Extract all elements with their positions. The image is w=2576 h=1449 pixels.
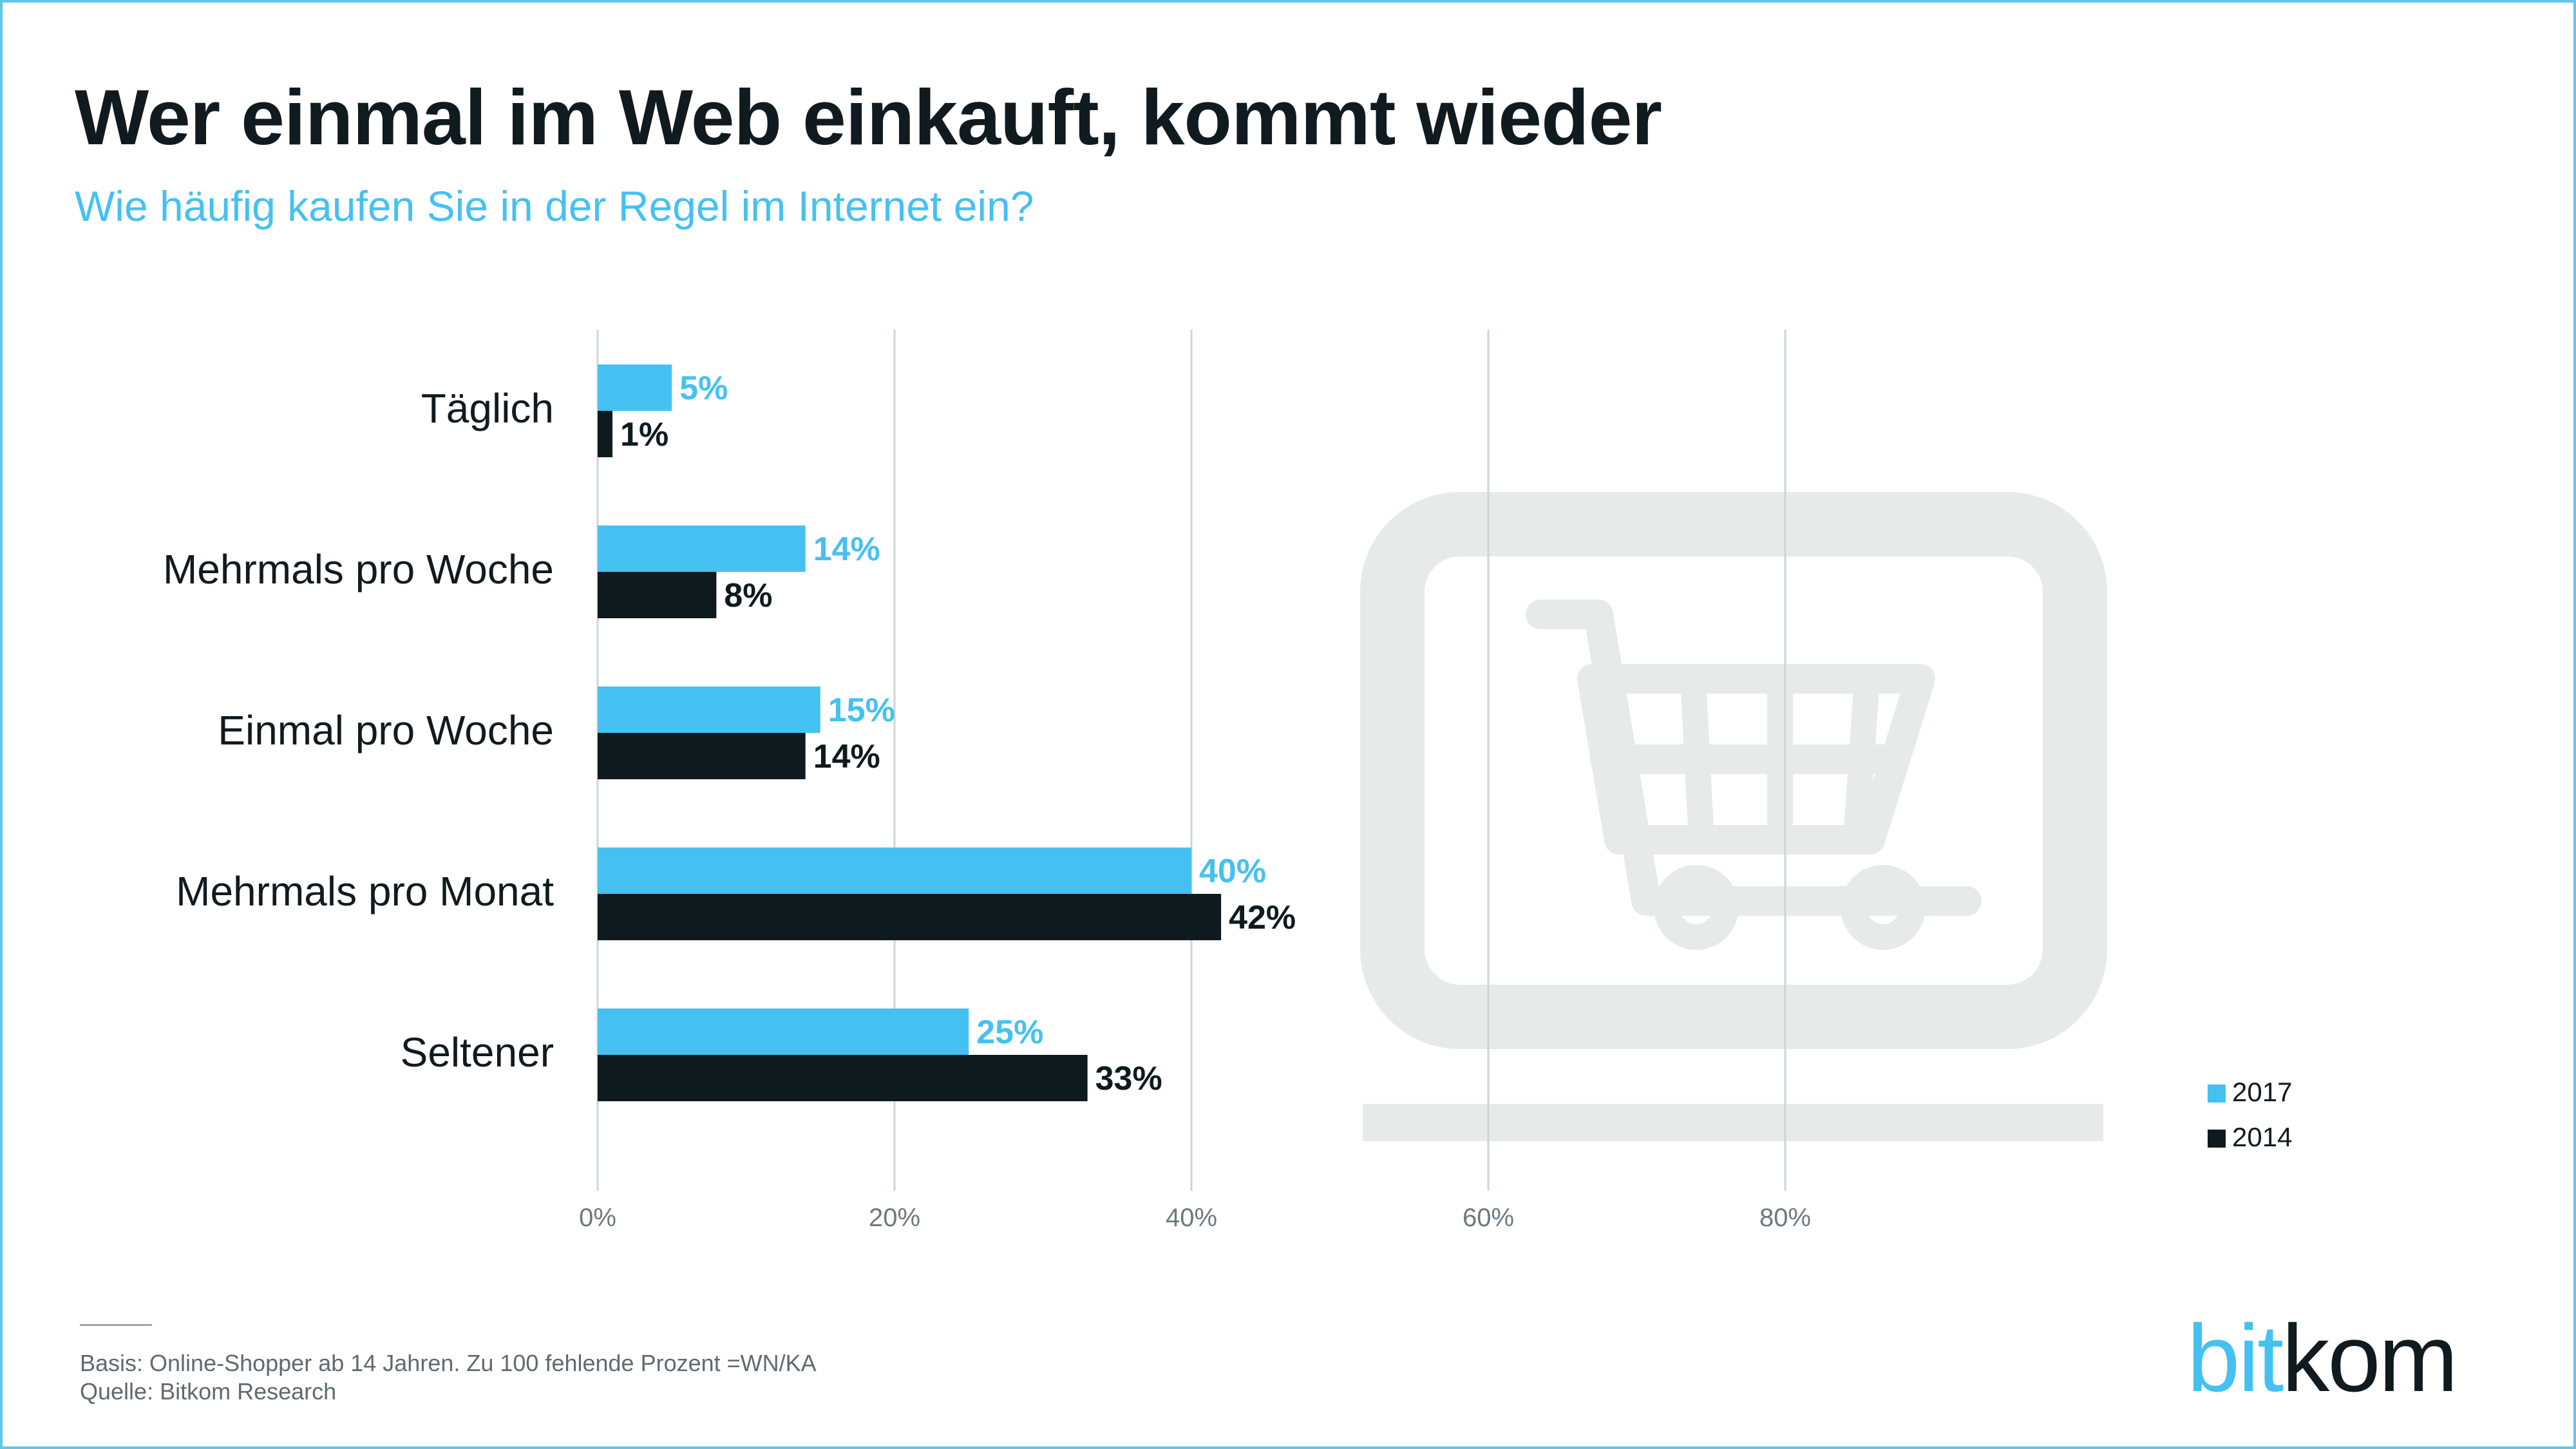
x-tick-label: 0%	[579, 1204, 616, 1232]
data-label-2014: 8%	[724, 577, 772, 614]
logo-part-kom: kom	[2282, 1305, 2458, 1412]
bar-2017	[598, 848, 1191, 894]
legend-label: 2017	[2232, 1077, 2292, 1107]
bar-2017	[598, 687, 820, 733]
data-label-2017: 15%	[828, 692, 895, 729]
x-tick-label: 40%	[1166, 1204, 1217, 1232]
legend-swatch	[2208, 1130, 2226, 1148]
bar-2017	[598, 365, 672, 411]
data-label-2014: 1%	[620, 416, 668, 453]
x-tick-label: 80%	[1759, 1204, 1811, 1232]
bar-2014	[598, 411, 613, 457]
footnote-basis: Basis: Online-Shopper ab 14 Jahren. Zu 1…	[80, 1350, 817, 1376]
x-tick-label: 20%	[869, 1204, 920, 1232]
data-label-2017: 14%	[813, 531, 880, 568]
bar-2014	[598, 894, 1222, 940]
data-label-2017: 25%	[976, 1014, 1043, 1051]
chart-subtitle: Wie häufig kaufen Sie in der Regel im In…	[75, 182, 1034, 230]
legend: 2017 2014	[2208, 1077, 2292, 1152]
bitkom-logo: bitkom	[2187, 1311, 2458, 1406]
data-label-2017: 5%	[679, 370, 728, 407]
logo-part-bit: bit	[2187, 1305, 2284, 1412]
category-label: Mehrmals pro Monat	[176, 868, 554, 914]
bar-chart: 5% 1% 14% 8% 15% 14% 40% 42% 25% 33% Täglich Mehrm…	[163, 330, 2292, 1232]
legend-label: 2014	[2232, 1122, 2292, 1152]
data-label-2014: 14%	[813, 738, 880, 775]
x-tick-label: 60%	[1463, 1204, 1514, 1232]
bar-2014	[598, 1055, 1088, 1101]
category-labels: Täglich Mehrmals pro Woche Einmal pro Woch…	[163, 385, 554, 1075]
bar-2014	[598, 733, 806, 779]
category-label: Einmal pro Woche	[218, 707, 554, 753]
category-label: Mehrmals pro Woche	[163, 546, 554, 592]
footnote-source: Quelle: Bitkom Research	[80, 1378, 337, 1405]
data-label-2014: 33%	[1095, 1060, 1162, 1097]
data-labels: 5% 1% 14% 8% 15% 14% 40% 42% 25% 33%	[620, 370, 1296, 1097]
shopping-cart-monitor-icon	[1360, 492, 2107, 1141]
data-label-2014: 42%	[1229, 899, 1296, 936]
bars	[598, 365, 1222, 1101]
data-label-2017: 40%	[1199, 853, 1266, 890]
x-axis: 0% 20% 40% 60% 80%	[579, 1204, 1811, 1232]
bar-2014	[598, 572, 717, 618]
chart-title: Wer einmal im Web einkauft, kommt wieder	[75, 73, 1662, 161]
footer-divider	[80, 1324, 152, 1326]
bar-2017	[598, 1009, 969, 1055]
legend-swatch	[2208, 1084, 2226, 1103]
bar-2017	[598, 526, 806, 572]
category-label: Täglich	[421, 385, 554, 431]
category-label: Seltener	[401, 1029, 554, 1075]
